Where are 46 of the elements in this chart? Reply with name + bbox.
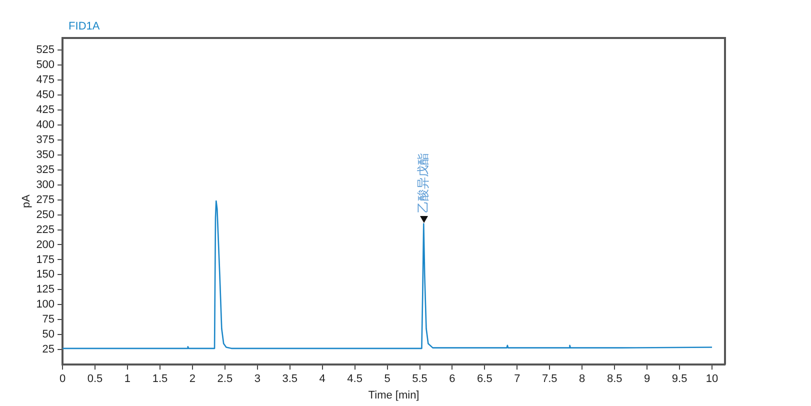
x-tick-label: 9.5 [672, 373, 688, 386]
x-tick-label: 3.5 [282, 373, 298, 386]
y-tick-label: 475 [36, 74, 55, 86]
x-tick-label: 1.5 [152, 373, 168, 386]
y-tick-label: 275 [36, 194, 55, 206]
x-tick-label: 1 [124, 373, 131, 386]
x-tick-label: 8 [579, 373, 586, 386]
y-tick-label: 400 [36, 118, 55, 131]
y-tick-label: 150 [36, 268, 55, 281]
x-tick-label: 3 [254, 373, 260, 386]
y-tick-label: 200 [36, 238, 55, 251]
y-tick-label: 300 [36, 178, 55, 191]
y-tick-label: 175 [36, 254, 55, 266]
y-tick-label: 125 [36, 284, 55, 296]
y-tick-label: 500 [36, 59, 55, 71]
x-tick-label: 4.5 [347, 373, 362, 386]
y-tick-label: 50 [42, 328, 55, 341]
y-tick-label: 325 [36, 164, 55, 176]
chart-title: FID1A [68, 20, 100, 33]
x-axis-title: Time [min] [368, 389, 420, 402]
y-tick-label: 350 [36, 148, 55, 161]
x-tick-label: 7.5 [542, 373, 558, 386]
x-tick-label: 4 [319, 373, 326, 386]
x-tick-label: 2.5 [217, 373, 233, 386]
y-tick-label: 425 [36, 104, 55, 116]
x-tick-label: 6.5 [477, 373, 492, 386]
x-tick-label: 5.5 [412, 373, 428, 386]
x-tick-label: 8.5 [606, 373, 622, 386]
x-tick-label: 7 [514, 373, 520, 386]
x-tick-label: 10 [706, 373, 718, 386]
x-tick-label: 0 [59, 373, 66, 386]
y-tick-label: 75 [42, 314, 55, 326]
x-tick-label: 6 [449, 373, 456, 386]
y-tick-label: 375 [36, 134, 55, 146]
y-axis-title: pA [20, 194, 33, 208]
x-tick-label: 9 [644, 373, 650, 386]
x-tick-label: 5 [384, 373, 390, 386]
y-tick-label: 250 [36, 208, 55, 221]
y-tick-label: 450 [36, 88, 55, 101]
x-tick-label: 2 [189, 373, 196, 386]
y-tick-label: 225 [36, 224, 55, 236]
y-tick-label: 25 [42, 344, 55, 356]
annotation: 乙酸异戊酯 [416, 152, 430, 213]
y-tick-label: 525 [36, 44, 55, 56]
x-tick-label: 0.5 [87, 373, 103, 386]
y-tick-label: 100 [36, 298, 55, 311]
